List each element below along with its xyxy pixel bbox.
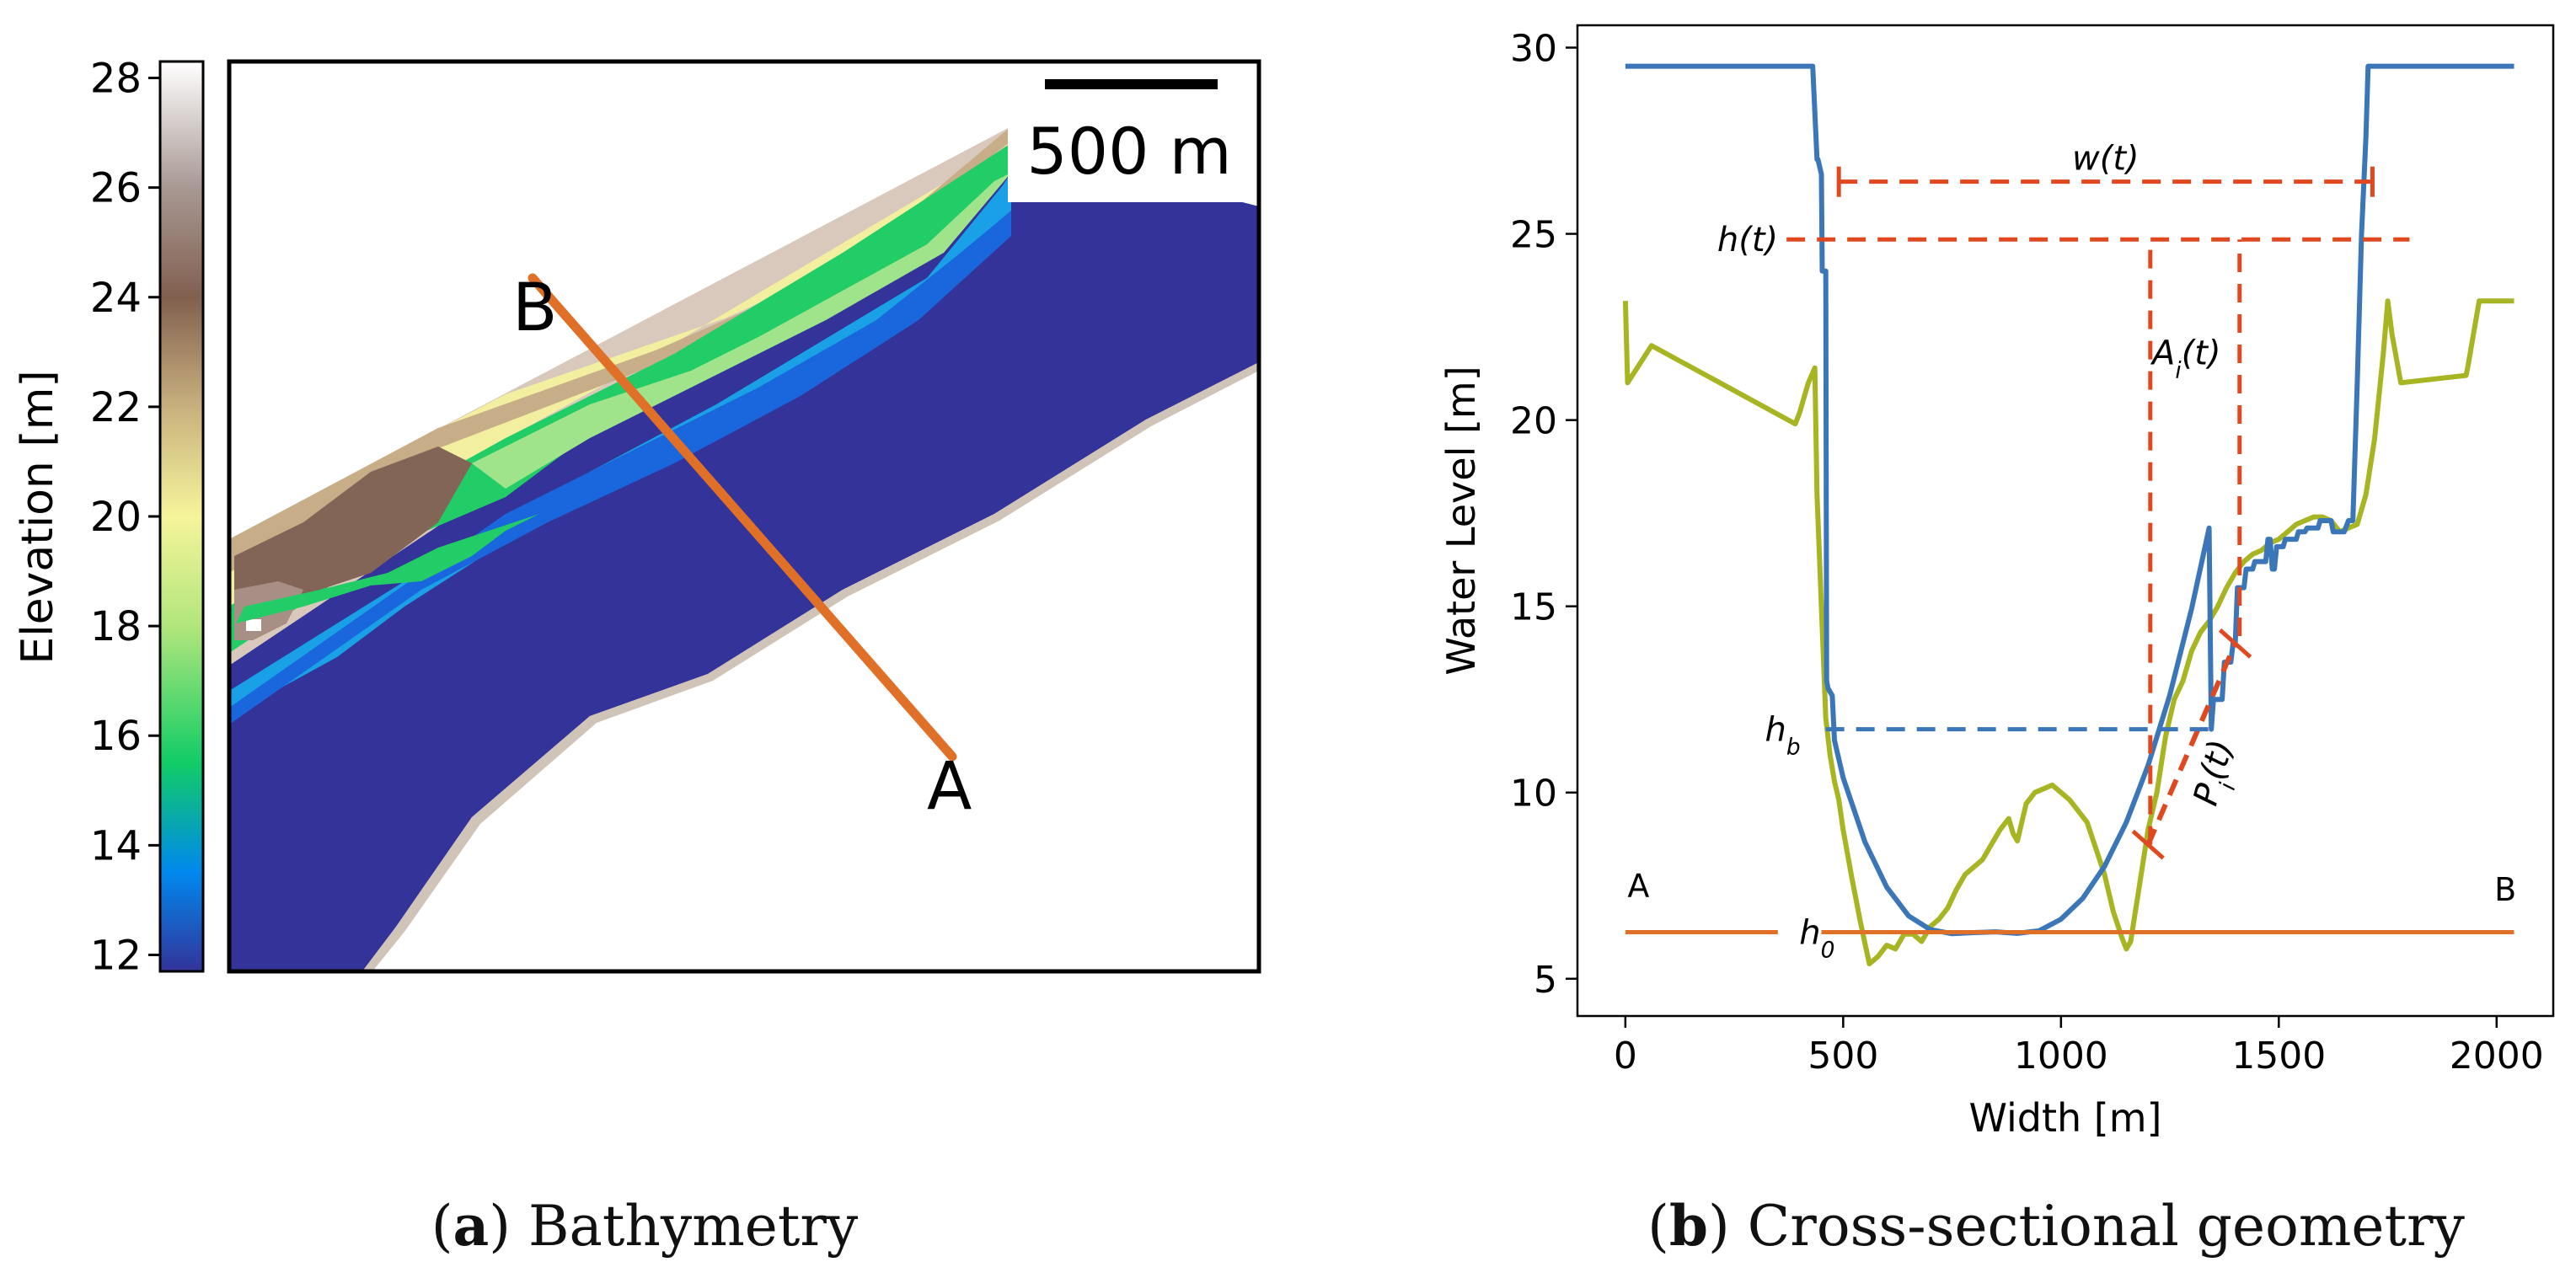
cross-section-frame	[1576, 24, 2555, 1018]
cross-section-annotations	[1786, 166, 2410, 860]
area-label-main: A	[2150, 334, 2175, 372]
bathymetry-panel: 12 14 16 18 20 22 24 26 28 Elevation [m]	[13, 56, 1261, 979]
colorbar-tick-label: 16	[90, 713, 142, 760]
colorbar-tick-label: 14	[90, 822, 142, 869]
colorbar-gradient	[158, 60, 205, 973]
transect-line	[528, 273, 957, 762]
perimeter-segment	[2145, 642, 2238, 846]
colorbar-tick-label: 24	[90, 275, 142, 322]
perimeter-cap-end	[2218, 628, 2252, 659]
cross-section-series	[1622, 63, 2514, 967]
colorbar-ticks: 12 14 16 18 20 22 24 26 28	[90, 56, 160, 979]
x-axis-label: Width [m]	[1969, 1095, 2162, 1141]
caption-a-text: Bathymetry	[528, 1194, 859, 1259]
colorbar-tick-label: 18	[90, 603, 142, 650]
bankfull-level-label-sub: b	[1786, 734, 1801, 760]
y-axis-label: Water Level [m]	[1438, 366, 1484, 675]
profile-end-a-label: A	[1627, 868, 1649, 905]
bankfull-level-label-main: h	[1765, 711, 1786, 750]
measured-bathymetry-line	[1622, 298, 2514, 967]
area-label: Ai(t)	[2150, 334, 2221, 383]
deep-channel	[229, 143, 1259, 971]
y-tick-label: 25	[1510, 214, 1557, 257]
colorbar-tick-label: 28	[90, 56, 142, 103]
bathymetry-map: B A 500 m	[227, 59, 1261, 974]
caption-b-letter: b	[1669, 1193, 1708, 1259]
blue-shallows	[229, 211, 1011, 725]
perimeter-label-suffix: (t)	[2193, 735, 2241, 783]
high-point	[246, 619, 261, 631]
brown-mound	[234, 446, 472, 607]
scale-bar-box	[1008, 67, 1259, 202]
area-label-sub: i	[2175, 357, 2182, 383]
depth-level-label-main: h(t)	[1717, 221, 1778, 259]
x-tick-label: 500	[1807, 1035, 1878, 1077]
width-label-main: w(t)	[2072, 140, 2140, 179]
colorbar-tick-label: 22	[90, 384, 142, 431]
perimeter-cap-start	[2131, 829, 2165, 860]
h0-label: h0	[1799, 914, 1834, 964]
colorbar-tick-label: 12	[90, 932, 142, 979]
upper-green-patch	[236, 514, 539, 623]
x-tick-label: 1500	[2231, 1035, 2326, 1077]
cross-section-ticks: 0 500 1000 1500 2000 5 10 15 20 25 30	[1510, 28, 2544, 1077]
area-label-suffix: (t)	[2182, 334, 2221, 372]
y-tick-label: 10	[1510, 773, 1557, 815]
y-tick-label: 20	[1510, 400, 1557, 443]
perimeter-label: Pi(t)	[2187, 735, 2252, 812]
x-tick-label: 2000	[2450, 1035, 2544, 1077]
y-tick-label: 5	[1534, 959, 1557, 1002]
caption-a: (a) Bathymetry	[431, 1193, 859, 1259]
colorbar-label: Elevation [m]	[13, 370, 63, 664]
profile-end-b-label: B	[2494, 871, 2516, 908]
caption-b-text: Cross-sectional geometry	[1748, 1194, 2466, 1259]
y-tick-label: 30	[1510, 28, 1557, 71]
elevation-colorbar: 12 14 16 18 20 22 24 26 28 Elevation [m]	[13, 56, 205, 979]
colorbar-tick-label: 26	[90, 165, 142, 212]
y-tick-label: 15	[1510, 586, 1557, 629]
x-tick-label: 1000	[2014, 1035, 2108, 1077]
h0-label-main: h	[1799, 914, 1820, 953]
scale-bar-label: 500 m	[1026, 114, 1231, 189]
depth-level-label: h(t)	[1717, 221, 1778, 259]
transect-start-label: B	[512, 270, 558, 346]
transect-end-label: A	[927, 749, 972, 825]
bankfull-level-label: hb	[1765, 711, 1801, 761]
caption-b: (b) Cross-sectional geometry	[1647, 1193, 2465, 1259]
map-frame	[227, 59, 1261, 974]
caption-a-letter: a	[453, 1193, 490, 1259]
x-tick-label: 0	[1614, 1035, 1637, 1077]
light-green-shallows	[472, 173, 1011, 489]
width-label: w(t)	[2072, 140, 2140, 179]
colorbar-tick-label: 20	[90, 494, 142, 541]
h0-label-sub: 0	[1821, 937, 1835, 963]
